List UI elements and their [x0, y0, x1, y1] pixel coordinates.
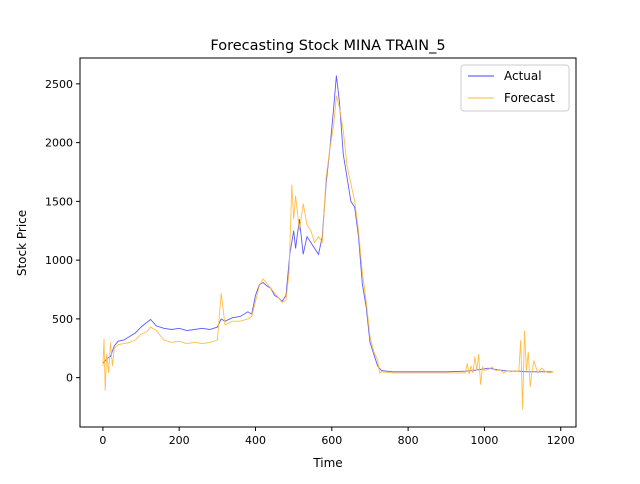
y-tick-label: 1500	[45, 195, 73, 208]
y-tick-label: 500	[52, 313, 73, 326]
x-tick-label: 1000	[470, 434, 498, 447]
y-tick-label: 0	[66, 372, 73, 385]
y-axis-label: Stock Price	[15, 210, 29, 276]
x-axis-label: Time	[312, 456, 342, 470]
y-tick-label: 2500	[45, 78, 73, 91]
y-tick-label: 1000	[45, 254, 73, 267]
chart-title: Forecasting Stock MINA TRAIN_5	[210, 38, 445, 54]
legend-label-actual: Actual	[504, 69, 542, 83]
axes: 0 200 400 600 800 1000 1200 0 500 1000 1500 2000 250…	[45, 57, 577, 447]
y-tick-label: 2000	[45, 137, 73, 150]
series-line-forecast	[102, 95, 554, 410]
x-tick-label: 400	[245, 434, 266, 447]
x-tick-label: 0	[99, 434, 106, 447]
legend: Actual Forecast	[460, 64, 570, 112]
x-tick-label: 600	[321, 434, 342, 447]
plot-area	[102, 75, 554, 410]
series-line-actual	[102, 75, 554, 373]
x-tick-label: 200	[169, 434, 190, 447]
x-tick-label: 800	[398, 434, 419, 447]
x-tick-label: 1200	[547, 434, 575, 447]
legend-label-forecast: Forecast	[504, 91, 555, 105]
plot-frame	[79, 57, 577, 428]
